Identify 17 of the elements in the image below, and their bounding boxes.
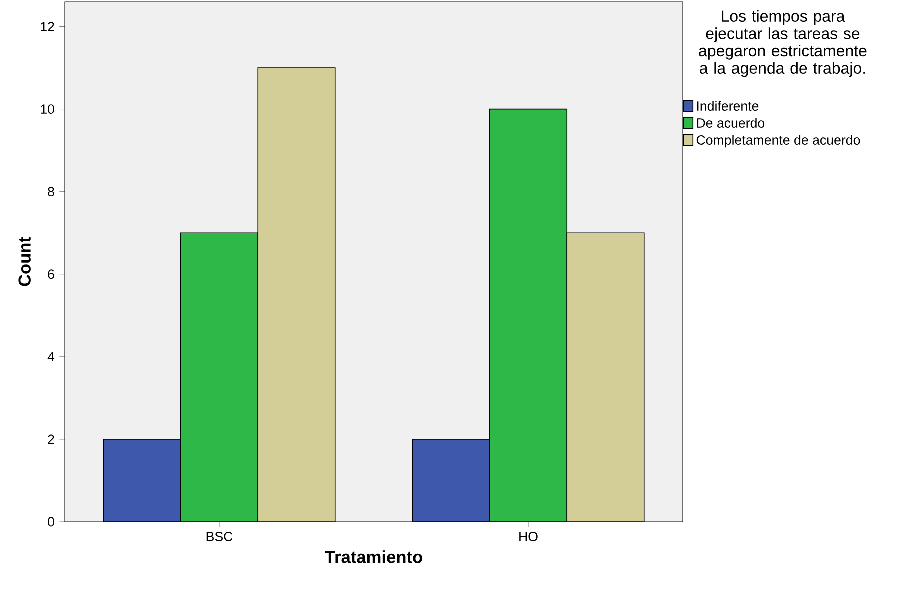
y-tick-label: 4: [48, 352, 55, 362]
legend-label: Completamente de acuerdo: [696, 135, 860, 148]
y-tick-label: 10: [41, 104, 54, 114]
y-tick-label: 12: [41, 22, 54, 32]
legend-label: Indiferente: [697, 101, 759, 111]
x-tick-label: BSC: [206, 532, 233, 542]
y-tick-label: 6: [48, 270, 54, 280]
y-tick-label: 8: [48, 187, 54, 197]
bar: [180, 232, 259, 522]
y-axis-title: Count: [18, 237, 31, 286]
y-tick-label: 0: [48, 517, 54, 527]
x-axis-title: Tratamiento: [325, 550, 422, 564]
y-tick-label: 2: [48, 434, 54, 444]
legend-title: Los tiempos para ejecutar las tareas se apegaron estrictamente a la agenda de trabajo.: [699, 10, 867, 78]
bar: [489, 108, 568, 522]
legend-label: De acuerdo: [697, 118, 765, 128]
x-tick-label: HO: [520, 532, 538, 542]
